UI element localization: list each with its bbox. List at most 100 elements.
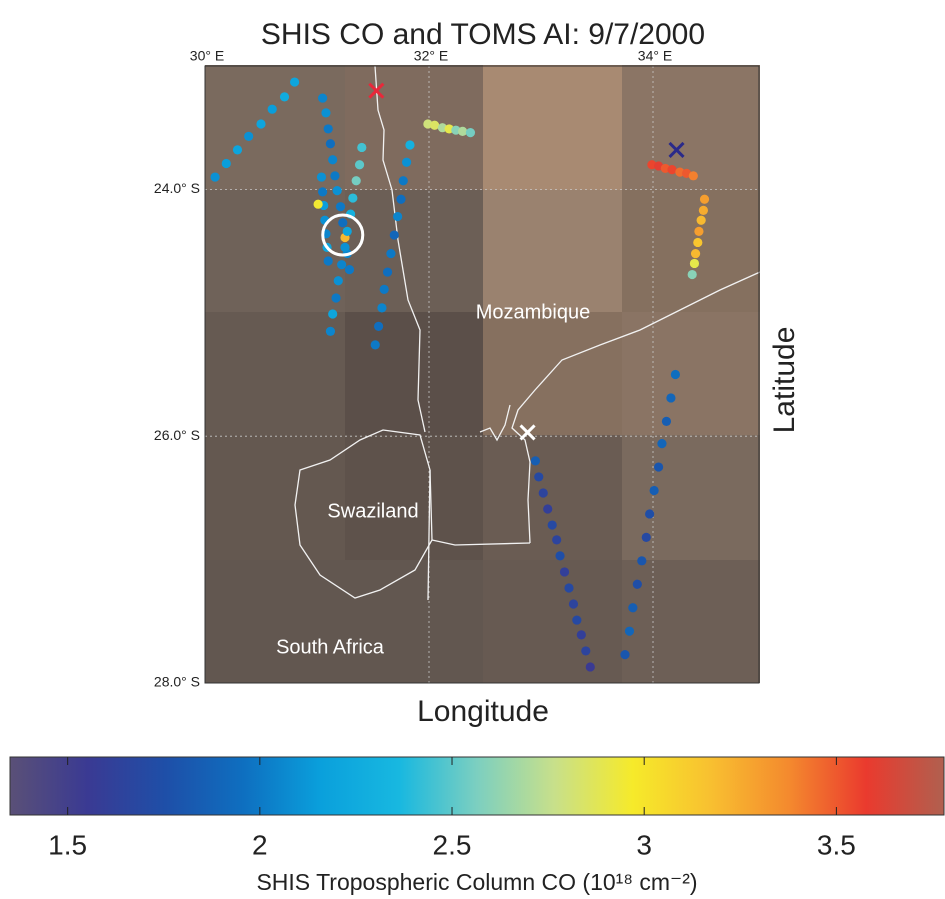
colorbar-label: SHIS Tropospheric Column CO (10¹⁸ cm⁻²) bbox=[256, 869, 697, 895]
co-point bbox=[670, 369, 681, 380]
co-point bbox=[405, 140, 415, 150]
co-point bbox=[572, 615, 582, 625]
co-point bbox=[458, 126, 468, 137]
co-point bbox=[379, 284, 389, 294]
borders bbox=[294, 65, 761, 601]
place-label: Mozambique bbox=[476, 301, 591, 323]
co-point bbox=[337, 260, 347, 270]
co-point bbox=[564, 583, 574, 593]
co-point bbox=[698, 205, 709, 215]
co-point bbox=[667, 165, 677, 175]
co-point bbox=[628, 603, 638, 613]
co-point bbox=[654, 462, 664, 472]
x-tick-label: 30° E bbox=[190, 48, 224, 64]
x-marker bbox=[368, 82, 385, 99]
y-tick-label: 26.0° S bbox=[154, 427, 200, 443]
co-point bbox=[342, 226, 352, 236]
co-point bbox=[576, 630, 586, 640]
co-point bbox=[382, 267, 393, 277]
colorbar-tick-label: 3 bbox=[636, 829, 652, 860]
co-point bbox=[330, 171, 340, 181]
chart-title: SHIS CO and TOMS AI: 9/7/2000 bbox=[261, 18, 705, 51]
co-point bbox=[398, 176, 408, 186]
colorbar-tick-label: 3.5 bbox=[817, 829, 856, 860]
co-point bbox=[430, 120, 440, 130]
co-point bbox=[323, 124, 333, 134]
co-point bbox=[568, 599, 579, 609]
co-point bbox=[393, 211, 403, 222]
co-point bbox=[332, 186, 342, 196]
colorbar bbox=[9, 756, 945, 816]
y-axis-label: Latitude bbox=[768, 327, 801, 434]
co-point bbox=[661, 416, 672, 426]
co-point bbox=[316, 172, 327, 182]
place-label: Swaziland bbox=[327, 500, 418, 522]
co-point bbox=[331, 293, 341, 303]
x-tick-label: 32° E bbox=[414, 48, 448, 64]
co-point bbox=[348, 193, 358, 203]
co-point bbox=[321, 108, 331, 118]
co-point bbox=[396, 194, 406, 204]
place-label: South Africa bbox=[276, 636, 385, 658]
co-point bbox=[585, 662, 595, 672]
co-point bbox=[690, 248, 701, 259]
co-point bbox=[232, 145, 243, 155]
co-point bbox=[657, 439, 667, 449]
co-point bbox=[620, 650, 630, 660]
co-point bbox=[344, 265, 355, 275]
co-point bbox=[328, 309, 338, 319]
co-point bbox=[267, 104, 277, 114]
x-tick-label: 34° E bbox=[638, 48, 672, 64]
co-point bbox=[279, 92, 290, 102]
map-frame bbox=[204, 65, 760, 684]
y-tick-label: 28.0° S bbox=[154, 674, 200, 690]
co-point bbox=[374, 321, 384, 331]
co-point bbox=[694, 226, 704, 236]
co-point bbox=[696, 215, 706, 225]
co-point bbox=[210, 172, 220, 182]
co-point bbox=[389, 230, 399, 240]
toms-ai-background bbox=[205, 65, 760, 683]
co-point bbox=[290, 77, 300, 87]
co-point bbox=[244, 131, 254, 141]
co-point bbox=[340, 242, 350, 252]
x-marker bbox=[519, 424, 536, 441]
co-point bbox=[338, 218, 348, 228]
co-point bbox=[221, 158, 231, 169]
co-point bbox=[641, 532, 651, 542]
co-point bbox=[335, 202, 346, 212]
co-point bbox=[555, 551, 565, 561]
colorbar-tick-label: 2.5 bbox=[433, 829, 472, 860]
x-marker-stroke bbox=[668, 141, 685, 158]
co-point bbox=[543, 504, 553, 514]
co-point bbox=[581, 646, 591, 656]
co-point bbox=[530, 456, 541, 466]
co-point bbox=[328, 155, 338, 165]
co-point bbox=[256, 119, 266, 129]
co-point bbox=[534, 472, 544, 482]
co-point bbox=[689, 258, 700, 269]
y-tick-label: 24.0° S bbox=[154, 180, 200, 196]
co-point bbox=[370, 340, 380, 350]
co-point bbox=[333, 276, 343, 286]
co-point bbox=[547, 520, 557, 530]
co-point bbox=[318, 187, 328, 197]
co-point bbox=[538, 488, 548, 498]
x-marker-stroke bbox=[519, 424, 536, 441]
co-point bbox=[318, 93, 328, 103]
co-point bbox=[687, 269, 697, 280]
co-point bbox=[693, 237, 703, 248]
co-point bbox=[386, 248, 396, 259]
co-point bbox=[325, 139, 336, 149]
co-point bbox=[624, 626, 635, 636]
x-marker bbox=[668, 141, 685, 158]
co-point bbox=[377, 303, 387, 313]
co-point bbox=[465, 128, 476, 138]
co-point bbox=[357, 142, 367, 153]
co-point bbox=[649, 485, 659, 496]
co-point bbox=[637, 556, 647, 566]
x-axis-label: Longitude bbox=[417, 695, 549, 728]
co-point bbox=[699, 194, 710, 204]
